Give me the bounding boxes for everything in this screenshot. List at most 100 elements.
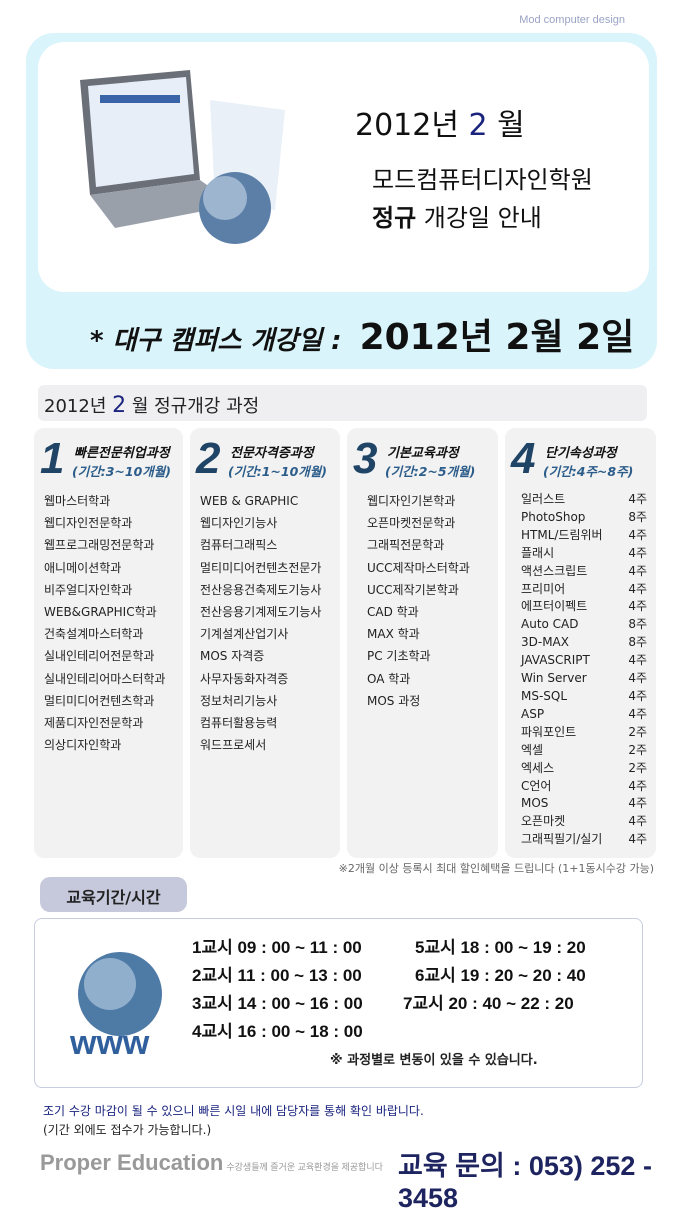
column-period: (기간:1~10개월)	[228, 464, 327, 479]
course-item: MOS 4주	[521, 795, 647, 813]
course-item: 액션스크립트 4주	[521, 563, 647, 581]
course-name: 파워포인트	[521, 724, 577, 739]
course-item: 3D-MAX 8주	[521, 634, 647, 652]
course-item: ASP 4주	[521, 706, 647, 724]
course-item: 건축설계마스터학과	[44, 627, 144, 642]
column-period: (기간:2~5개월)	[385, 464, 476, 479]
column-period: (기간:3~10개월)	[72, 464, 171, 479]
course-duration: 8주	[628, 635, 647, 650]
course-item: C언어 4주	[521, 778, 647, 796]
course-name: 액션스크립트	[521, 563, 588, 578]
course-item: 웹디자인기본학과	[367, 494, 456, 508]
registration-note: (기간 외에도 접수가 가능합니다.)	[43, 1123, 212, 1137]
course-item: 그래픽전문학과	[367, 538, 445, 553]
course-duration: 4주	[628, 832, 647, 847]
course-item: Win Server 4주	[521, 670, 647, 688]
course-name: 그래픽필기/실기	[521, 832, 603, 847]
course-item: 전산응용건축제도기능사	[200, 582, 322, 597]
course-name: MOS	[521, 796, 549, 811]
course-item: 컴퓨터활용능력	[200, 716, 278, 731]
course-name: JAVASCRIPT	[521, 653, 590, 668]
course-column-1: 1 빠른전문취업과정 (기간:3~10개월) 웹마스터학과 웹디자인전문학과 웹프로…	[34, 428, 183, 858]
course-name: 3D-MAX	[521, 635, 569, 650]
course-item: WEB & GRAPHIC	[200, 494, 299, 508]
course-section-header: 2012년 2 월 정규개강 과정	[38, 385, 647, 421]
course-duration: 4주	[628, 671, 647, 686]
schedule-title: 교육기간/시간	[40, 877, 187, 912]
course-item: 웹디자인기능사	[200, 516, 278, 531]
course-item: 플래시 4주	[521, 545, 647, 563]
early-close-note: 조기 수강 마감이 될 수 있으니 빠른 시일 내에 담당자를 통해 확인 바랍…	[43, 1104, 424, 1118]
schedule-row: 5교시 18 : 00 ~ 19 : 20	[415, 938, 586, 957]
course-item: MOS 자격증	[200, 649, 265, 664]
course-duration: 4주	[628, 581, 647, 596]
course-duration: 4주	[628, 492, 647, 506]
schedule-row: 1교시 09 : 00 ~ 11 : 00	[192, 938, 362, 957]
course-item: OA 학과	[367, 671, 411, 686]
course-duration: 2주	[628, 760, 647, 775]
course-duration: 8주	[628, 617, 647, 632]
course-item: 웹마스터학과	[44, 494, 111, 508]
column-number: 3	[353, 434, 378, 483]
course-item: PC 기초학과	[367, 649, 431, 664]
brand-label: Mod computer design	[519, 14, 625, 26]
laptop-globe-illustration	[80, 70, 285, 244]
course-name: Win Server	[521, 671, 587, 686]
column-number: 2	[196, 434, 221, 483]
course-item: 멀티미디어컨텐츠학과	[44, 693, 155, 708]
course-item: 사무자동화자격증	[200, 671, 289, 686]
course-name: 일러스트	[521, 492, 566, 506]
course-name: C언어	[521, 778, 552, 793]
course-item: 일러스트 4주	[521, 491, 647, 509]
course-item: 파워포인트 2주	[521, 724, 647, 742]
course-item: 오픈마켓 4주	[521, 813, 647, 831]
course-column-4: 4 단기속성과정 (기간:4주~8주) 일러스트 4주 PhotoShop 8주 HTM…	[505, 428, 656, 858]
course-item: MOS 과정	[367, 693, 421, 708]
course-duration: 4주	[628, 688, 647, 703]
course-name: 에프터이펙트	[521, 599, 588, 614]
course-name: Auto CAD	[521, 617, 579, 632]
course-item: UCC제작마스터학과	[367, 560, 470, 575]
www-globe-icon: www	[69, 952, 162, 1062]
discount-note: ※2개월 이상 등록시 최대 할인혜택을 드립니다 (1+1동시수강 가능)	[338, 862, 654, 875]
course-item: 에프터이펙트 4주	[521, 598, 647, 616]
course-item: 멀티미디어컨텐츠전문가	[200, 560, 322, 575]
course-duration: 2주	[628, 724, 647, 739]
course-duration: 4주	[628, 814, 647, 829]
course-duration: 4주	[628, 796, 647, 811]
schedule-row: 4교시 16 : 00 ~ 18 : 00	[192, 1022, 363, 1041]
course-name: MS-SQL	[521, 688, 568, 703]
course-name: 엑셀	[521, 742, 544, 757]
course-item: MAX 학과	[367, 627, 420, 642]
opening-date: * 대구 캠퍼스 개강일 :2012년 2월 2일	[90, 317, 635, 358]
course-item: PhotoShop 8주	[521, 509, 647, 527]
course-name: ASP	[521, 706, 545, 721]
column-title: 기본교육과정	[387, 446, 459, 461]
course-item: 컴퓨터그래픽스	[200, 538, 278, 553]
course-item: 실내인테리어전문학과	[44, 649, 155, 664]
hero-date: 2012년 2 월	[355, 108, 525, 143]
course-name: 오픈마켓	[521, 814, 566, 829]
course-item: 전산응용기계제도기능사	[200, 605, 322, 620]
course-item: Auto CAD 8주	[521, 616, 647, 634]
course-item: 의상디자인학과	[44, 738, 122, 753]
column-title: 빠른전문취업과정	[74, 446, 170, 461]
course-item: 웹디자인전문학과	[44, 516, 133, 531]
schedule-row: 2교시 11 : 00 ~ 13 : 00	[192, 966, 362, 985]
course-item: 애니메이션학과	[44, 560, 122, 575]
course-duration: 4주	[628, 563, 647, 578]
course-item: 엑셀 2주	[521, 742, 647, 760]
course-item: 프리미어 4주	[521, 581, 647, 599]
course-duration: 4주	[628, 778, 647, 793]
course-item: WEB&GRAPHIC학과	[44, 605, 157, 620]
course-column-2: 2 전문자격증과정 (기간:1~10개월) WEB & GRAPHIC 웹디자인기…	[190, 428, 340, 858]
course-item: CAD 학과	[367, 605, 419, 620]
course-item: JAVASCRIPT 4주	[521, 652, 647, 670]
course-item: UCC제작기본학과	[367, 582, 459, 597]
course-item: 오픈마켓전문학과	[367, 516, 456, 531]
school-name: 모드컴퓨터디자인학원	[372, 166, 593, 194]
schedule-row: 3교시 14 : 00 ~ 16 : 00	[192, 994, 363, 1013]
course-duration: 4주	[628, 527, 647, 542]
course-name: 프리미어	[521, 581, 566, 596]
